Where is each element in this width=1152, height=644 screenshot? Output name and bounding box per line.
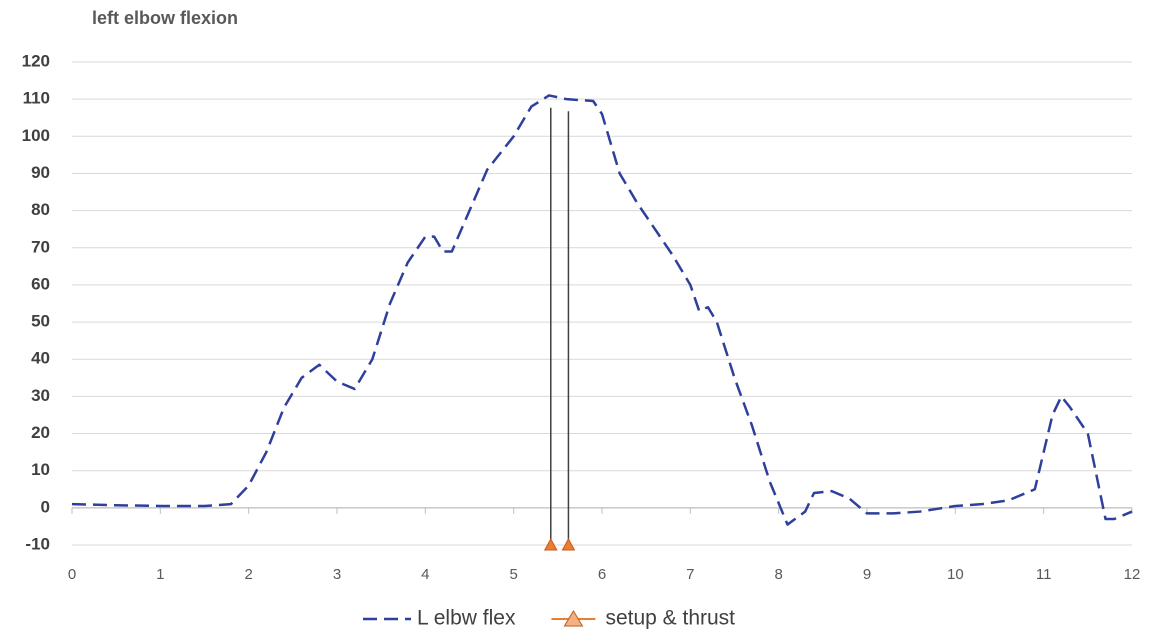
y-tick-label: 100 — [22, 126, 50, 145]
x-tick-label: 8 — [774, 566, 782, 583]
legend-item: L elbw flex — [363, 607, 516, 630]
y-tick-label: 20 — [31, 423, 50, 442]
y-tick-label: 120 — [22, 51, 50, 70]
x-tick-label: 5 — [509, 566, 517, 583]
x-tick-label: 6 — [598, 566, 606, 583]
y-tick-label: 90 — [31, 163, 50, 182]
y-tick-label: 10 — [31, 460, 50, 479]
y-tick-label: 30 — [31, 386, 50, 405]
y-tick-label: -10 — [25, 534, 50, 553]
legend-marker — [563, 610, 584, 627]
x-tick-label: 12 — [1124, 566, 1141, 583]
x-tick-label: 10 — [947, 566, 964, 583]
y-tick-label: 80 — [31, 200, 50, 219]
legend-label: L elbw flex — [417, 607, 516, 630]
y-tick-label: 70 — [31, 237, 50, 256]
x-tick-label: 7 — [686, 566, 694, 583]
x-tick-label: 1 — [156, 566, 164, 583]
marker — [543, 537, 558, 551]
y-tick-label: 40 — [31, 349, 50, 368]
x-tick-label: 4 — [421, 566, 429, 583]
marker — [561, 537, 576, 551]
y-tick-label: 60 — [31, 274, 50, 293]
x-tick-label: 3 — [333, 566, 341, 583]
x-tick-label: 0 — [68, 566, 76, 583]
x-tick-label: 11 — [1036, 566, 1052, 583]
x-tick-label: 2 — [244, 566, 252, 583]
chart-title: left elbow flexion — [92, 8, 238, 28]
legend-item: setup & thrust — [551, 607, 735, 630]
data-line — [71, 94, 1133, 526]
legend-label: setup & thrust — [605, 607, 735, 630]
y-tick-label: 0 — [41, 497, 50, 516]
y-tick-label: 50 — [31, 312, 50, 331]
x-tick-label: 9 — [863, 566, 871, 583]
y-tick-label: 110 — [23, 89, 50, 108]
